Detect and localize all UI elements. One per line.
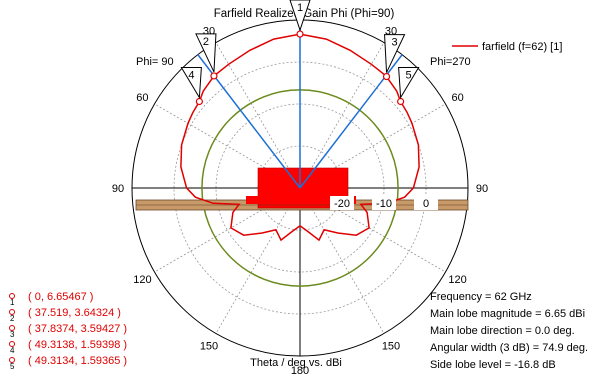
angle-tick-label: 150: [382, 341, 400, 353]
farfield-curve: [180, 33, 420, 242]
readout-marker-value: ( 0, 6.65467 ): [28, 291, 93, 303]
marker-flag-label: 5: [406, 69, 412, 81]
info-line: Frequency = 62 GHz: [430, 291, 532, 303]
radial-tick-label: -10: [376, 198, 392, 210]
radial-tick-bg: [330, 196, 354, 210]
readout-marker-value: ( 37.519, 3.64324 ): [28, 307, 121, 319]
info-line: Side lobe level = -16.8 dB: [430, 359, 556, 371]
angle-tick-label: 180: [291, 365, 309, 377]
radial-tick-label: 0: [423, 198, 429, 210]
marker-point: [397, 97, 405, 106]
marker-flag: [384, 34, 406, 73]
readout-marker-value: ( 37.8374, 3.59427 ): [28, 323, 127, 335]
angle-tick-label: 60: [451, 92, 463, 104]
info-panel: Frequency = 62 GHz Main lobe magnitude = …: [430, 291, 588, 371]
readout-marker-icon: [9, 293, 15, 299]
grid-spoke: [215, 42, 301, 189]
readout-marker-icon: [9, 357, 15, 363]
marker-flag: [180, 66, 202, 100]
radial-tick-label: -20: [334, 198, 350, 210]
angle-tick-label: 90: [476, 183, 488, 195]
angle-tick-label: 60: [136, 92, 148, 104]
marker-point: [210, 72, 218, 80]
marker-point: [382, 72, 391, 81]
phi-left-label: Phi= 90: [136, 56, 174, 68]
farfield-curve-layer: [180, 33, 420, 242]
info-line: Main lobe magnitude = 6.65 dBi: [430, 308, 585, 320]
readout-marker-icon: [9, 325, 15, 331]
beam-lines: [197, 20, 403, 189]
marker-flag: [398, 66, 420, 100]
grid-spoke: [299, 42, 385, 189]
radial-tick-bg: [372, 196, 396, 210]
readout-marker-icon: [9, 309, 15, 315]
readout-marker-value: ( 49.3134, 1.59365 ): [28, 355, 127, 367]
marker-readout-list: 1 ( 0, 6.65467 ) 2 ( 37.519, 3.64324 ) 3 ( 37…: [9, 291, 127, 371]
marker-flag-label: 3: [391, 37, 397, 49]
angle-tick-label: 90: [112, 183, 124, 195]
marker-flag-label: 2: [203, 36, 209, 48]
readout-marker-value: ( 49.3138, 1.59398 ): [28, 339, 127, 351]
grid-spoke: [299, 187, 385, 334]
angle-tick-label: 120: [133, 274, 151, 286]
readout-marker-icon: [9, 341, 15, 347]
x-axis-label: Theta / deg vs. dBi: [250, 357, 342, 369]
readout-marker-id: 5: [10, 362, 15, 371]
readout-marker-id: 1: [10, 298, 15, 307]
phi-right-label: Phi=270: [430, 56, 471, 68]
marker-flag: [289, 0, 311, 32]
feed-block-left: [246, 196, 276, 204]
readout-marker-id: 2: [10, 314, 15, 323]
readout-marker-id: 3: [10, 330, 15, 339]
radial-tick-bg: [414, 196, 438, 210]
angle-tick-label: 150: [200, 341, 218, 353]
radial-tick-labels: -20 -10 0: [330, 196, 438, 210]
info-line: Angular width (3 dB) = 74.9 deg.: [430, 342, 588, 354]
marker-layer: 1 2 3 4 5: [180, 0, 420, 106]
marker-flag-label: 1: [297, 2, 303, 14]
marker-point: [296, 30, 304, 38]
legend: farfield (f=62) [1]: [452, 41, 562, 53]
info-line: Main lobe direction = 0.0 deg.: [430, 325, 575, 337]
angle-tick-label: 120: [448, 274, 466, 286]
legend-label: farfield (f=62) [1]: [482, 41, 562, 53]
grid-spoke: [215, 187, 301, 334]
marker-flag-label: 4: [188, 69, 194, 81]
marker-point: [195, 97, 203, 106]
readout-marker-id: 4: [10, 346, 15, 355]
marker-flag: [195, 33, 217, 73]
